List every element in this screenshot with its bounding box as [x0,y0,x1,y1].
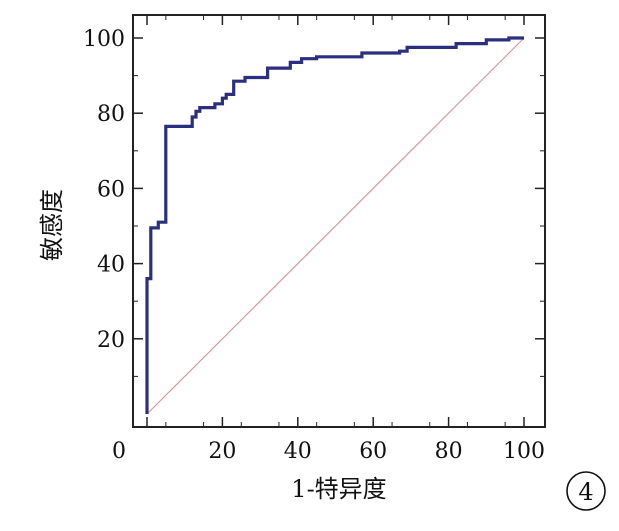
x-tick-label: 0 [112,439,126,464]
x-axis-title: 1-特异度 [291,475,386,503]
x-tick-labels: 0 20 40 60 80 100 [112,439,545,464]
x-tick-label: 40 [284,439,312,464]
y-tick-label: 40 [97,253,125,278]
reference-diagonal-line [147,38,524,414]
plot-frame [133,15,545,427]
y-tick-label: 100 [83,27,125,52]
x-tick-label: 20 [208,439,236,464]
x-tick-label: 80 [435,439,463,464]
panel-label: 4 [578,478,593,506]
y-tick-label: 80 [97,102,125,127]
x-tick-label: 100 [503,439,545,464]
y-tick-label: 60 [97,177,125,202]
series-group [147,38,524,414]
y-tick-labels: 20 40 60 80 100 [83,27,125,353]
axis-ticks [133,15,545,427]
y-tick-label: 20 [97,328,125,353]
y-axis-title: 敏感度 [38,189,66,261]
x-tick-label: 60 [359,439,387,464]
